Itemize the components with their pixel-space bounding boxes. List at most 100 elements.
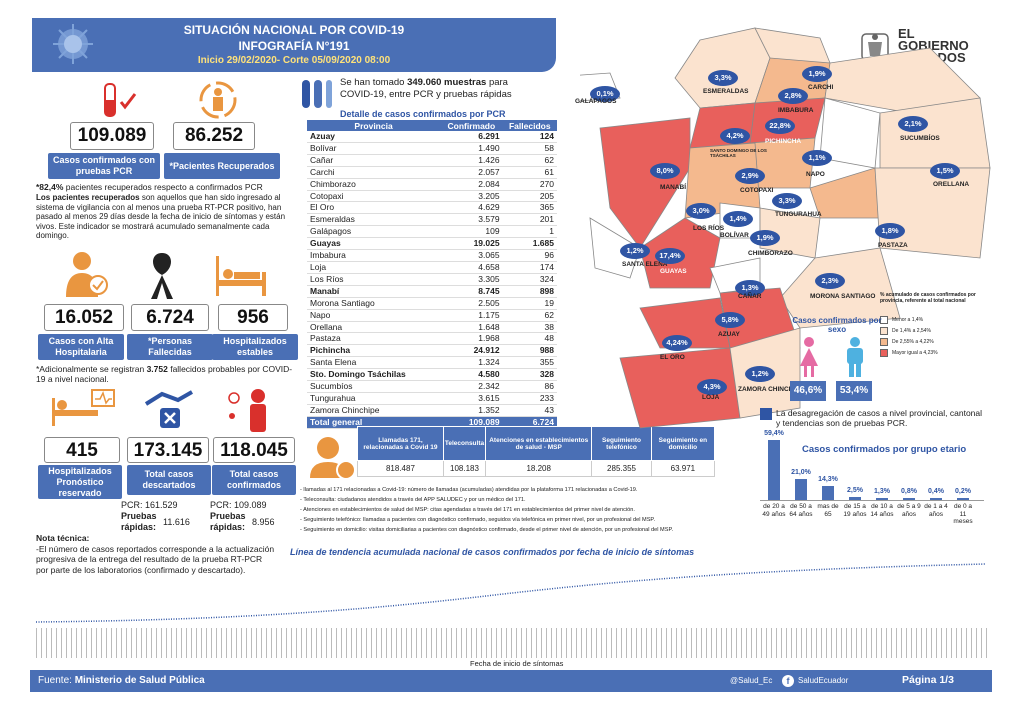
table-row: Carchi 2.057 61 <box>307 166 557 179</box>
map-province-label: COTOPAXI <box>740 187 774 194</box>
map-legend-title: % acumulado de casos confirmados por pro… <box>880 292 976 304</box>
age-bar <box>795 478 807 500</box>
trend-line <box>36 563 987 623</box>
map-percent-bubble: 5,8% <box>715 312 745 328</box>
recovered-label: *Pacientes Recuperados <box>164 153 280 179</box>
twitter-handle[interactable]: @Salud_Ec <box>730 676 773 685</box>
map-percent-bubble: 3,3% <box>772 193 802 209</box>
age-bar-label: 0,2% <box>955 488 971 495</box>
facebook-icon: f <box>782 675 794 687</box>
male-icon <box>847 337 863 377</box>
facebook-handle[interactable]: SaludEcuador <box>798 676 849 685</box>
legend-label: Menor a 1,4% <box>892 316 924 323</box>
table-row: Azuay 6.291 124 <box>307 131 557 143</box>
table-title: Detalle de casos confirmados por PCR <box>340 109 506 119</box>
legend-label: Mayor igual a 4,23% <box>892 349 938 356</box>
col-confirmed: Confirmado <box>440 120 503 131</box>
male-percent: 53,4% <box>836 381 872 401</box>
trend-title: Línea de tendencia acumulada nacional de… <box>290 547 695 557</box>
legend-swatch <box>880 348 888 357</box>
age-bar-label: 21,0% <box>791 468 811 476</box>
map-percent-bubble: 0,1% <box>590 86 620 102</box>
col-deceased: Fallecidos <box>502 120 557 131</box>
test-tubes-icon <box>302 80 332 108</box>
confirmed-breakdown: PCR: 109.089 Pruebas rápidas: 8.956 <box>210 500 275 532</box>
table-row: Manabí 8.745 898 <box>307 285 557 298</box>
pcr-cases-value: 109.089 <box>70 122 154 150</box>
confirmed-value: 118.045 <box>213 437 295 463</box>
map-percent-bubble: 1,1% <box>802 150 832 166</box>
age-bar <box>822 485 834 500</box>
age-bar <box>930 498 942 500</box>
map-legend: Menor a 1,4% De 1,4% a 2,54% De 2,55% a 4,… <box>880 314 938 358</box>
col-province: Provincia <box>307 120 441 131</box>
report-date: Inicio 29/02/2020- Corte 05/09/2020 08:0… <box>197 55 391 66</box>
confirmed-label: Total casos confirmados <box>212 465 296 495</box>
test-tube-icon <box>104 83 137 117</box>
discarded-hand-icon <box>144 390 193 428</box>
female-percent: 46,6% <box>790 381 826 401</box>
hospital-bed-icon <box>216 256 266 296</box>
map-province-label: AZUAY <box>718 331 740 338</box>
map-province-label: ORELLANA <box>933 181 970 188</box>
hosp-reserved-label: Hospitalizados Pronóstico reservado <box>38 465 122 499</box>
table-row: Morona Santiago 2.505 19 <box>307 297 557 310</box>
map-province-label: PICHINCHA <box>765 138 802 145</box>
sex-title: Casos confirmados por sexo <box>792 316 882 334</box>
recovered-value: 86.252 <box>173 122 255 150</box>
age-category-label: de 10 a 14 años <box>870 503 894 518</box>
legend-swatch <box>880 326 888 335</box>
map-province-label: PASTAZA <box>878 242 908 249</box>
trend-date-axis <box>36 628 990 658</box>
age-bar <box>903 498 915 500</box>
table-row: Los Ríos 3.305 324 <box>307 273 557 286</box>
map-percent-bubble: 4,24% <box>662 335 692 351</box>
coat-of-arms-icon <box>861 33 889 61</box>
virus-icon <box>53 24 93 64</box>
age-bar-label: 59,4% <box>764 430 784 437</box>
age-bar-label: 2,5% <box>847 487 863 495</box>
legend-swatch <box>880 337 888 346</box>
table-row: Guayas 19.025 1.685 <box>307 237 557 251</box>
deceased-label: *Personas Fallecidas <box>127 334 213 360</box>
map-province-label: MANABÍ <box>660 184 686 191</box>
ecuador-map <box>580 27 991 429</box>
footer: Fuente: Ministerio de Salud Pública @Sal… <box>30 670 992 692</box>
age-bar-label: 14,3% <box>818 475 838 483</box>
disaggregation-note: La desagregación de casos a nivel provin… <box>776 408 983 428</box>
age-bar <box>849 497 861 500</box>
info-marker <box>760 408 772 420</box>
age-category-label: de 50 a 64 años <box>789 503 813 518</box>
table-row: Pichincha 24.912 988 <box>307 344 557 358</box>
table-row: Galápagos 109 1 <box>307 225 557 239</box>
page-subtitle: INFOGRAFÍA N°191 <box>238 39 350 53</box>
page-title: SITUACIÓN NACIONAL POR COVID-19 <box>183 23 405 37</box>
telehealth-table: Llamadas 171, relacionadas a Covid 19 Tel… <box>357 426 716 477</box>
map-province-label: CARCHI <box>808 84 834 91</box>
discarded-breakdown: PCR: 161.529 Pruebas rápidas: 11.616 <box>121 500 190 532</box>
hospital-stable-value: 956 <box>218 304 288 331</box>
map-province-label: LOS RÍOS <box>693 225 725 232</box>
deceased-value: 6.724 <box>131 304 209 331</box>
map-province-label: ESMERALDAS <box>703 88 749 95</box>
map-percent-bubble: 2,9% <box>735 168 765 184</box>
recovered-definition: Los pacientes recuperados son aquellos q… <box>36 193 286 240</box>
map-percent-bubble: 4,2% <box>720 128 750 144</box>
map-province-label: GALÁPAGOS <box>575 98 617 105</box>
map-province-label: GUAYAS <box>660 268 687 275</box>
discharged-value: 16.052 <box>44 304 124 331</box>
hospital-stable-label: Hospitalizados estables <box>212 334 298 360</box>
age-axis <box>760 500 984 501</box>
female-icon <box>800 337 818 377</box>
map-percent-bubble: 1,2% <box>745 366 775 382</box>
map-province-label: NAPO <box>806 171 825 178</box>
map-percent-bubble: 8,0% <box>650 163 680 179</box>
trend-xlabel: Fecha de inicio de síntomas <box>470 659 564 668</box>
age-bar <box>957 498 969 500</box>
map-percent-bubble: 1,8% <box>875 223 905 239</box>
age-category-label: de 20 a 49 años <box>762 503 786 518</box>
age-category-label: de 5 a 9 años <box>897 503 921 518</box>
table-row: Sto. Domingo Tsáchilas 4.580 328 <box>307 368 557 382</box>
map-province-label: TUNGURAHUA <box>775 211 822 218</box>
icu-bed-icon <box>52 389 115 426</box>
